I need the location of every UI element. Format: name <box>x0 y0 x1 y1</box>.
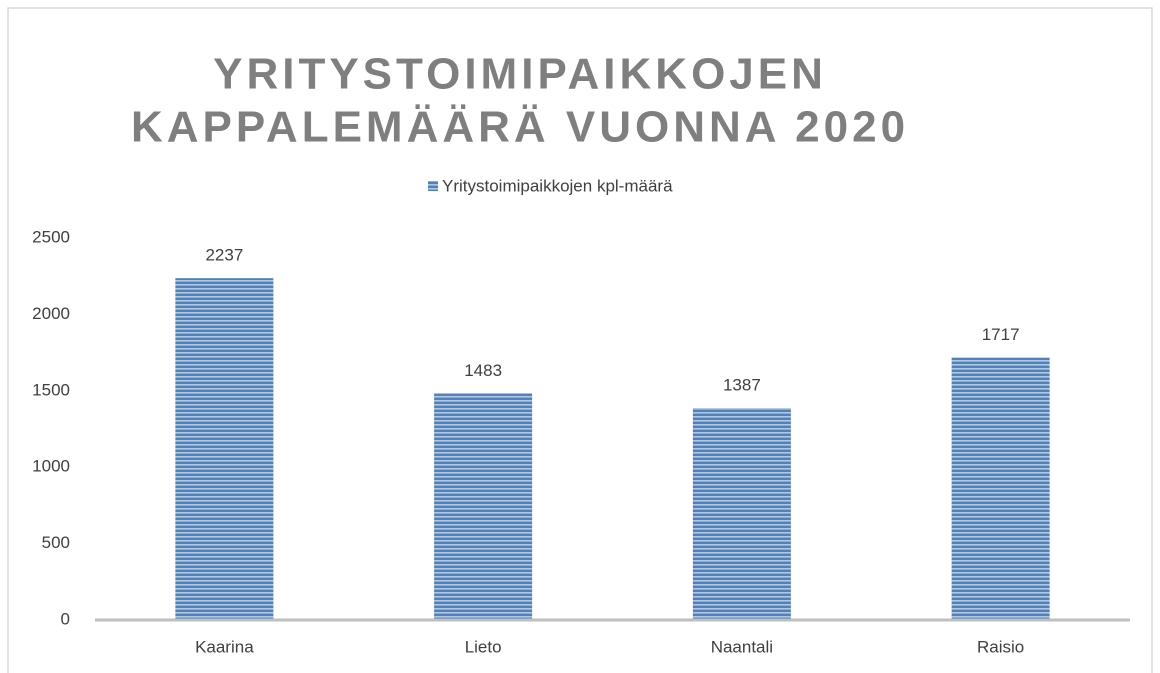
y-tick-label: 0 <box>61 609 70 628</box>
bar <box>175 278 274 620</box>
data-label: 1387 <box>723 376 761 395</box>
legend-label: Yritystoimipaikkojen kpl-määrä <box>442 176 673 195</box>
chart-title: KAPPALEMÄÄRÄ VUONNA 2020 <box>131 103 909 152</box>
y-tick-label: 1500 <box>32 380 70 399</box>
x-tick-label: Lieto <box>465 637 502 656</box>
y-tick-label: 1000 <box>32 457 70 476</box>
data-label: 1717 <box>982 325 1020 344</box>
bar <box>951 357 1050 620</box>
bar <box>692 408 791 620</box>
y-tick-label: 2000 <box>32 304 70 323</box>
x-tick-label: Raisio <box>977 637 1024 656</box>
bar <box>434 393 533 620</box>
y-tick-label: 500 <box>42 533 70 552</box>
y-tick-label: 2500 <box>32 227 70 246</box>
data-label: 1483 <box>464 361 502 380</box>
chart-title: YRITYSTOIMIPAIKKOJEN <box>213 50 827 99</box>
legend-swatch <box>428 181 438 191</box>
data-label: 2237 <box>205 246 243 265</box>
x-tick-label: Kaarina <box>195 637 254 656</box>
x-tick-label: Naantali <box>711 637 773 656</box>
